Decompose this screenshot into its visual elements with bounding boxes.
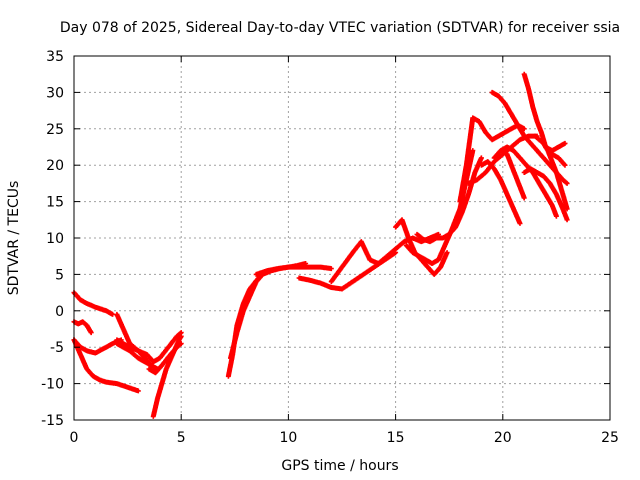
x-tick-label: 0: [70, 430, 79, 446]
x-tick-label: 5: [177, 430, 186, 446]
series-markers: [543, 140, 568, 154]
y-tick-label: 30: [46, 85, 64, 101]
series-trace-07: [114, 311, 184, 365]
series-trace-12: [253, 264, 334, 277]
y-tick-label: 15: [46, 195, 64, 211]
series-trace-18: [457, 115, 527, 205]
y-axis-label: SDTVAR / TECUs: [6, 181, 22, 296]
x-axis-label: GPS time / hours: [281, 458, 398, 474]
y-tick-label: 5: [55, 267, 64, 283]
y-tick-label: 10: [46, 231, 64, 247]
series-trace-25: [478, 159, 523, 226]
series-markers: [114, 341, 154, 368]
chart-title: Day 078 of 2025, Sidereal Day-to-day VTE…: [60, 20, 620, 36]
x-tick-label: 20: [494, 430, 512, 446]
series-markers: [457, 115, 527, 205]
axis-ticks: 0 5 10 15 20 25 -15 -10 -5 0 5 10 15 20 25 30 35: [41, 49, 619, 446]
series-trace-27: [543, 140, 568, 154]
series-markers: [146, 341, 184, 376]
y-tick-label: 20: [46, 158, 64, 174]
x-tick-label: 25: [601, 430, 619, 446]
series-trace-09: [146, 341, 184, 376]
series-markers: [478, 159, 523, 226]
series-markers: [253, 264, 334, 277]
series-markers: [114, 311, 184, 365]
y-tick-label: -10: [41, 377, 64, 393]
y-tick-label: -15: [41, 413, 64, 429]
y-tick-label: -5: [50, 340, 64, 356]
series-trace-26: [500, 148, 527, 201]
y-tick-label: 25: [46, 122, 64, 138]
data-series: [71, 71, 570, 419]
x-tick-label: 10: [279, 430, 297, 446]
series-trace-06: [114, 341, 154, 368]
y-tick-label: 35: [46, 49, 64, 65]
series-markers: [500, 148, 527, 201]
x-tick-label: 15: [387, 430, 405, 446]
y-tick-label: 0: [55, 304, 64, 320]
